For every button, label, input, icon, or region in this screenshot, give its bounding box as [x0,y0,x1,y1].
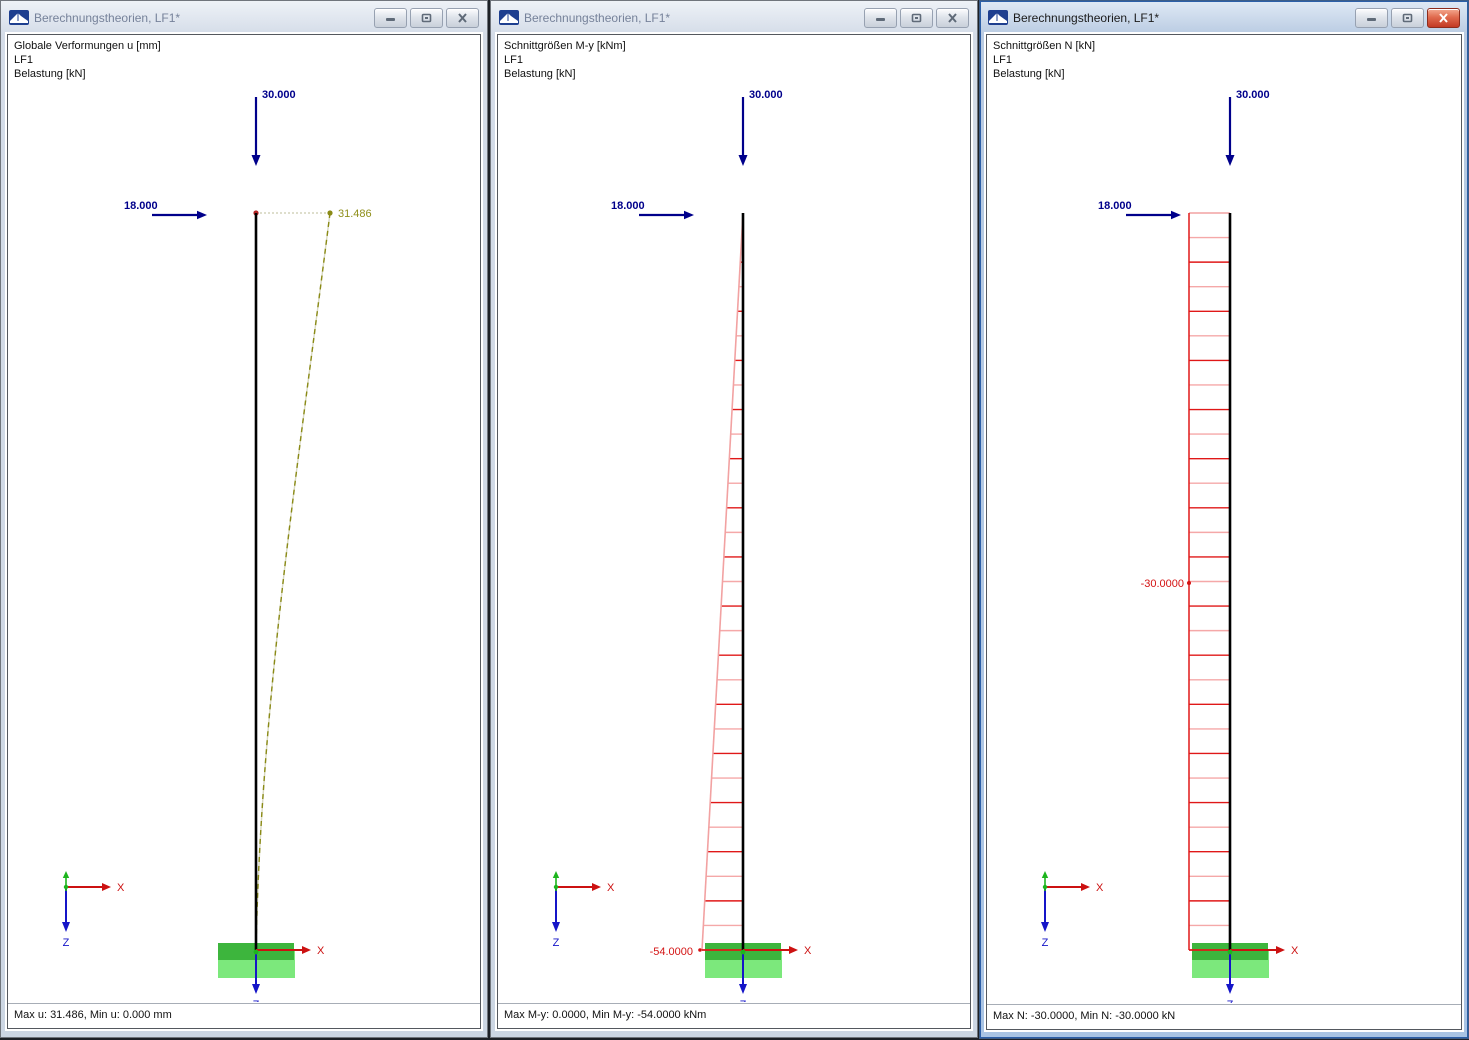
support-local-axes: XZ [252,945,325,1002]
titlebar[interactable]: Berechnungstheorien, LF1* [497,4,971,31]
result-type-label: Schnittgrößen N [kN] [993,40,1096,52]
titlebar[interactable]: Berechnungstheorien, LF1* [7,4,481,31]
svg-text:Z: Z [63,937,70,949]
minimize-button[interactable] [374,7,407,28]
minimize-icon [386,18,395,21]
svg-text:Z: Z [253,999,260,1002]
svg-text:18.000: 18.000 [124,200,158,212]
svg-text:30.000: 30.000 [262,89,296,101]
load-arrows: 30.000 18.000 [124,89,296,220]
restore-icon [1402,13,1413,22]
svg-text:-30.0000: -30.0000 [1141,578,1184,590]
status-bar: Max M-y: 0.0000, Min M-y: -54.0000 kNm [498,1003,970,1028]
drawing-area[interactable]: Schnittgrößen N [kN] LF1 Belastung [kN] … [987,35,1461,1003]
svg-text:X: X [1291,945,1299,957]
window-deformation: Berechnungstheorien, LF1* Globale Verfor… [0,0,488,1038]
svg-text:X: X [117,882,125,894]
close-button[interactable] [936,7,969,28]
svg-text:-54.0000: -54.0000 [650,946,693,958]
titlebar[interactable]: Berechnungstheorien, LF1* [986,4,1462,31]
result-diagram: -30.0000 [1141,212,1230,951]
window-moment: Berechnungstheorien, LF1* Schnittgrößen … [490,0,978,1038]
minimize-button[interactable] [864,7,897,28]
global-coordinate-system: XZ [62,871,125,949]
result-diagram: 31.486 [253,208,372,951]
loading-label: Belastung [kN] [14,68,86,80]
svg-text:X: X [607,882,615,894]
restore-button[interactable] [410,7,443,28]
minimize-icon [876,18,885,21]
svg-text:18.000: 18.000 [611,200,645,212]
loadcase-label: LF1 [504,54,523,66]
drawing-area[interactable]: Schnittgrößen M-y [kNm] LF1 Belastung [k… [498,35,970,1002]
app-icon [9,10,29,25]
loading-label: Belastung [kN] [504,68,576,80]
result-diagram: -54.0000 [650,212,744,958]
close-icon [948,12,957,23]
window-title: Berechnungstheorien, LF1* [524,10,671,25]
load-arrows: 30.000 18.000 [611,89,783,220]
svg-text:Z: Z [1042,937,1049,949]
svg-text:18.000: 18.000 [1098,200,1132,212]
result-header: Schnittgrößen N [kN] LF1 Belastung [kN] [993,39,1095,81]
window-normal-force: Berechnungstheorien, LF1* Schnittgrößen … [979,0,1469,1039]
window-content: Globale Verformungen u [mm] LF1 Belastun… [7,34,481,1029]
global-coordinate-system: XZ [552,871,615,949]
drawing-area[interactable]: Globale Verformungen u [mm] LF1 Belastun… [8,35,480,1002]
restore-button[interactable] [1391,7,1424,28]
svg-text:30.000: 30.000 [749,89,783,101]
loadcase-label: LF1 [14,54,33,66]
status-bar: Max N: -30.0000, Min N: -30.0000 kN [987,1004,1461,1029]
result-type-label: Schnittgrößen M-y [kNm] [504,40,626,52]
status-bar: Max u: 31.486, Min u: 0.000 mm [8,1003,480,1028]
result-type-label: Globale Verformungen u [mm] [14,40,161,52]
window-content: Schnittgrößen N [kN] LF1 Belastung [kN] … [986,34,1462,1030]
svg-text:X: X [804,945,812,957]
loadcase-label: LF1 [993,54,1012,66]
window-title: Berechnungstheorien, LF1* [34,10,181,25]
close-icon [458,12,467,23]
minimize-button[interactable] [1355,7,1388,28]
svg-text:X: X [1096,882,1104,894]
window-content: Schnittgrößen M-y [kNm] LF1 Belastung [k… [497,34,971,1029]
result-header: Globale Verformungen u [mm] LF1 Belastun… [14,39,161,81]
svg-text:X: X [317,945,325,957]
result-header: Schnittgrößen M-y [kNm] LF1 Belastung [k… [504,39,626,81]
app-icon [499,10,519,25]
support-local-axes: XZ [739,945,812,1002]
minimize-icon [1367,18,1376,21]
svg-text:31.486: 31.486 [338,208,372,220]
app-icon [988,10,1008,25]
close-button[interactable] [1427,7,1460,28]
restore-icon [421,13,432,22]
svg-text:Z: Z [1227,999,1234,1003]
svg-text:30.000: 30.000 [1236,89,1270,101]
load-arrows: 30.000 18.000 [1098,89,1270,220]
restore-button[interactable] [900,7,933,28]
global-coordinate-system: XZ [1041,871,1104,949]
svg-text:Z: Z [740,999,747,1002]
loading-label: Belastung [kN] [993,68,1065,80]
support-local-axes: XZ [1226,945,1299,1003]
close-icon [1439,12,1448,23]
svg-text:Z: Z [553,937,560,949]
restore-icon [911,13,922,22]
close-button[interactable] [446,7,479,28]
window-title: Berechnungstheorien, LF1* [1013,10,1160,25]
